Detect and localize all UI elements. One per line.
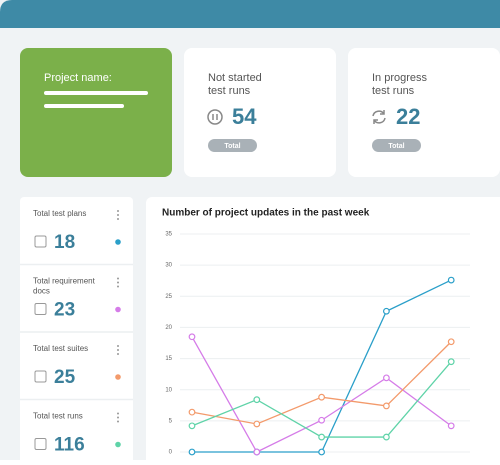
menu-dot (117, 285, 119, 288)
chart-panel (146, 197, 500, 465)
summary-icon (34, 303, 47, 315)
badge-label: Total (224, 143, 240, 150)
menu-dot (117, 349, 119, 351)
menu-dot (117, 412, 119, 415)
y-tick-label: 15 (165, 356, 172, 362)
refresh-icon (373, 110, 385, 124)
data-point (318, 393, 326, 401)
y-tick-label: 20 (165, 325, 172, 331)
data-point (253, 448, 261, 456)
menu-dot (117, 420, 119, 423)
summary-value: 18 (54, 232, 75, 253)
y-tick-label: 25 (165, 294, 172, 300)
status-dot (115, 306, 121, 313)
status-dot (115, 239, 121, 245)
summary-label: Total test runs (33, 412, 83, 421)
badge (208, 139, 257, 152)
y-tick-label: 0 (169, 450, 173, 456)
stat-value: 54 (232, 104, 257, 129)
y-tick-label: 30 (165, 263, 172, 269)
placeholder-line (44, 104, 124, 108)
menu-dot (117, 416, 119, 419)
data-point (383, 374, 390, 382)
pause-icon (207, 109, 223, 125)
project-label: Project name: (44, 72, 112, 84)
stat-title: Not started (208, 72, 262, 84)
stat-title: test runs (372, 85, 415, 97)
y-tick-label: 5 (169, 418, 173, 424)
header-bar (0, 0, 500, 28)
stat-card (348, 48, 500, 177)
menu-dot (117, 353, 119, 355)
data-point (318, 433, 326, 441)
stat-value: 22 (396, 104, 420, 129)
y-tick-label: 35 (165, 232, 172, 238)
menu-dot (117, 214, 119, 216)
data-point (188, 448, 196, 456)
stat-card (184, 48, 336, 177)
status-dot (115, 441, 121, 448)
summary-icon (34, 370, 47, 383)
summary-label: Total test plans (33, 209, 86, 218)
stat-title: In progress (372, 72, 428, 84)
badge-label: Total (388, 143, 404, 150)
data-point (188, 422, 196, 430)
menu-dot (117, 281, 119, 284)
data-point (447, 338, 455, 346)
badge (372, 139, 421, 152)
data-point (318, 448, 326, 456)
menu-dot (117, 277, 119, 280)
data-point (447, 358, 455, 366)
data-point (383, 402, 390, 410)
data-point (383, 307, 390, 315)
data-point (447, 276, 455, 284)
data-point (253, 396, 261, 404)
summary-icon (34, 235, 47, 248)
summary-label: docs (33, 287, 50, 296)
data-point (447, 422, 455, 430)
menu-dot (117, 218, 119, 220)
stat-title: test runs (208, 85, 251, 97)
summary-value: 25 (54, 367, 76, 388)
data-point (318, 416, 326, 424)
menu-dot (117, 210, 119, 212)
summary-label: Total test suites (33, 344, 88, 353)
menu-dot (117, 345, 119, 347)
summary-value: 116 (54, 435, 85, 456)
status-dot (115, 374, 121, 380)
project-card (20, 48, 172, 177)
y-tick-label: 10 (165, 387, 172, 393)
summary-label: Total requirement (33, 277, 96, 286)
placeholder-line (44, 91, 148, 95)
data-point (188, 408, 196, 416)
summary-value: 23 (54, 300, 75, 321)
refresh-icon (372, 110, 386, 124)
summary-icon (34, 438, 47, 450)
data-point (383, 433, 390, 441)
chart-title: Number of project updates in the past we… (162, 208, 370, 219)
data-point (188, 333, 196, 341)
data-point (253, 420, 261, 428)
